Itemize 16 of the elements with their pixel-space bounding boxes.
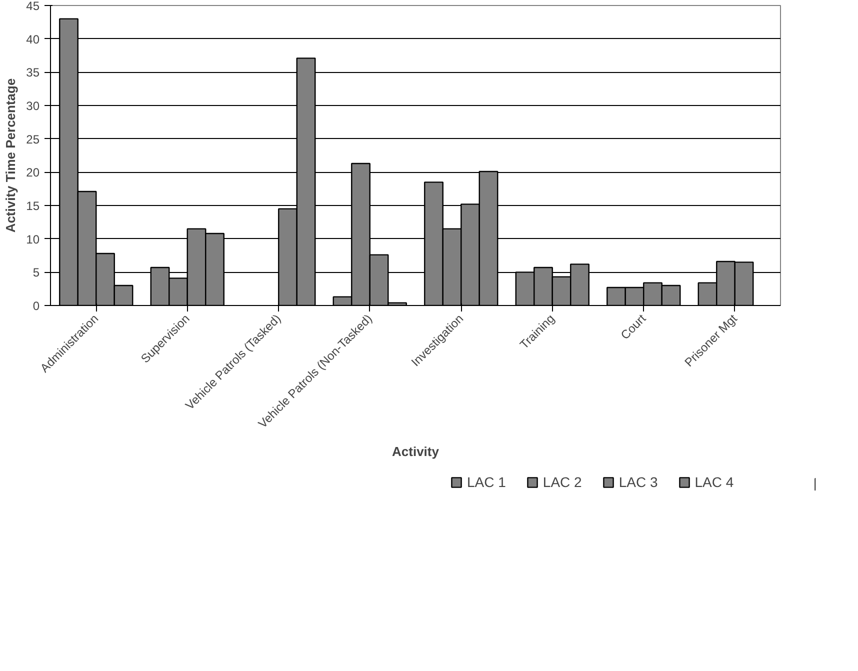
y-tick-label: 20	[26, 166, 40, 180]
y-tick-label: 40	[26, 32, 40, 46]
legend-label: LAC 4	[694, 474, 734, 490]
legend-label: LAC 1	[467, 474, 506, 490]
y-tick-label: 45	[26, 0, 40, 13]
x-axis-title: Activity	[392, 444, 440, 459]
y-tick-label: 0	[32, 299, 40, 313]
y-tick-label: 35	[26, 66, 40, 80]
y-tick-label: 15	[26, 199, 40, 213]
y-tick-label: 30	[26, 99, 40, 113]
y-tick-label: 10	[26, 232, 40, 246]
legend-label: LAC 2	[542, 474, 582, 490]
y-axis-title: Activity Time Percentage	[3, 78, 18, 233]
y-tick-label: 25	[26, 132, 40, 146]
y-tick-label: 5	[32, 266, 40, 280]
legend-label: LAC 3	[618, 474, 658, 490]
